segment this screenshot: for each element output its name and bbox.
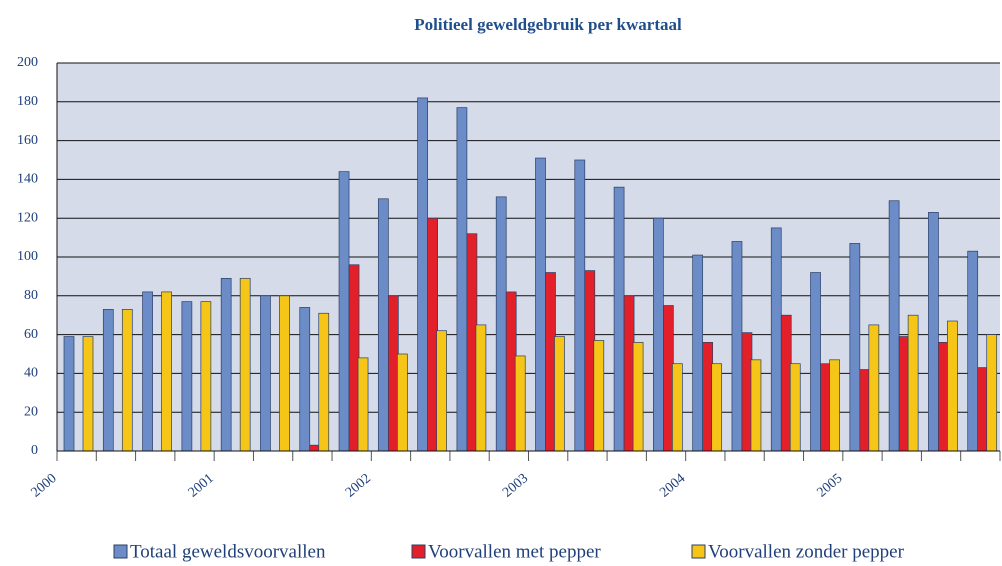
- bar: [780, 314, 792, 452]
- legend-label: Voorvallen met pepper: [428, 541, 601, 562]
- y-tick-label: 100: [17, 249, 38, 264]
- bar: [623, 295, 635, 452]
- bar: [299, 307, 311, 452]
- y-tick-label: 120: [17, 210, 38, 225]
- bar: [427, 217, 438, 452]
- bar: [554, 336, 565, 452]
- y-tick-label: 0: [31, 443, 38, 458]
- bar: [396, 353, 408, 452]
- bar: [82, 336, 94, 452]
- x-tick-label: 2003: [500, 471, 531, 500]
- bar: [584, 270, 596, 452]
- bar: [436, 330, 447, 452]
- bar: [789, 363, 801, 452]
- y-tick-label: 140: [17, 172, 38, 187]
- bar: [220, 277, 232, 452]
- bar: [417, 97, 428, 452]
- bar: [309, 444, 321, 452]
- bar: [750, 359, 762, 452]
- bar: [475, 324, 487, 452]
- chart-title: Politieel geweldgebruik per kwartaal: [414, 15, 682, 34]
- bar: [260, 295, 271, 452]
- bar: [535, 157, 546, 452]
- y-tick-label: 60: [24, 327, 38, 342]
- bar: [986, 334, 998, 452]
- legend-label: Totaal geweldsvoorvallen: [130, 541, 326, 562]
- bar: [357, 357, 369, 452]
- legend-swatch: [411, 544, 426, 559]
- bar: [741, 332, 753, 452]
- bar: [387, 295, 399, 452]
- bar: [632, 342, 644, 452]
- y-tick-label: 160: [17, 133, 38, 148]
- bar: [318, 312, 330, 452]
- bar: [907, 314, 919, 452]
- bar: [574, 159, 586, 452]
- legend-swatch: [113, 544, 128, 559]
- bar: [820, 363, 831, 452]
- bar: [121, 309, 133, 452]
- bar: [514, 355, 526, 452]
- x-tick-label: 2005: [814, 471, 845, 500]
- bar: [928, 212, 939, 452]
- bar: [200, 301, 212, 452]
- bar: [859, 369, 871, 452]
- bar: [849, 243, 861, 452]
- x-tick-label: 2001: [186, 471, 217, 500]
- x-tick-label: 2004: [657, 471, 688, 500]
- bar: [888, 200, 900, 452]
- bar: [181, 301, 193, 452]
- bar: [102, 309, 114, 452]
- bar: [456, 107, 468, 452]
- bar: [545, 272, 556, 452]
- y-tick-label: 40: [24, 366, 38, 381]
- bar: [829, 359, 840, 452]
- bar: [938, 342, 949, 452]
- bar: [377, 198, 389, 452]
- bar: [977, 367, 989, 452]
- x-tick-label: 2002: [343, 471, 374, 500]
- bar: [711, 363, 723, 452]
- bar: [348, 264, 360, 452]
- y-tick-label: 180: [17, 94, 38, 109]
- bar: [702, 342, 714, 452]
- legend-swatch: [691, 544, 706, 559]
- bar: [770, 227, 782, 452]
- bar: [947, 320, 958, 452]
- bar: [810, 272, 821, 452]
- bar: [868, 324, 880, 452]
- bar: [663, 305, 674, 452]
- bar: [63, 336, 75, 452]
- bar: [239, 277, 251, 452]
- bar: [161, 291, 172, 452]
- y-tick-label: 80: [24, 288, 38, 303]
- bar: [613, 186, 625, 452]
- bar: [672, 363, 683, 452]
- bar: [967, 250, 979, 452]
- bar: [495, 196, 507, 452]
- y-tick-label: 200: [17, 55, 38, 70]
- bar: [466, 233, 478, 452]
- bar: [593, 340, 605, 452]
- bar: [898, 336, 910, 452]
- bar: [731, 241, 743, 452]
- bar: [142, 291, 153, 452]
- bar: [279, 295, 290, 452]
- x-tick-label: 2000: [29, 471, 60, 500]
- bar: [338, 171, 350, 452]
- bar: [505, 291, 517, 452]
- y-tick-label: 20: [24, 404, 38, 419]
- bar: [653, 217, 664, 452]
- bar: [692, 254, 704, 452]
- legend-label: Voorvallen zonder pepper: [708, 541, 905, 562]
